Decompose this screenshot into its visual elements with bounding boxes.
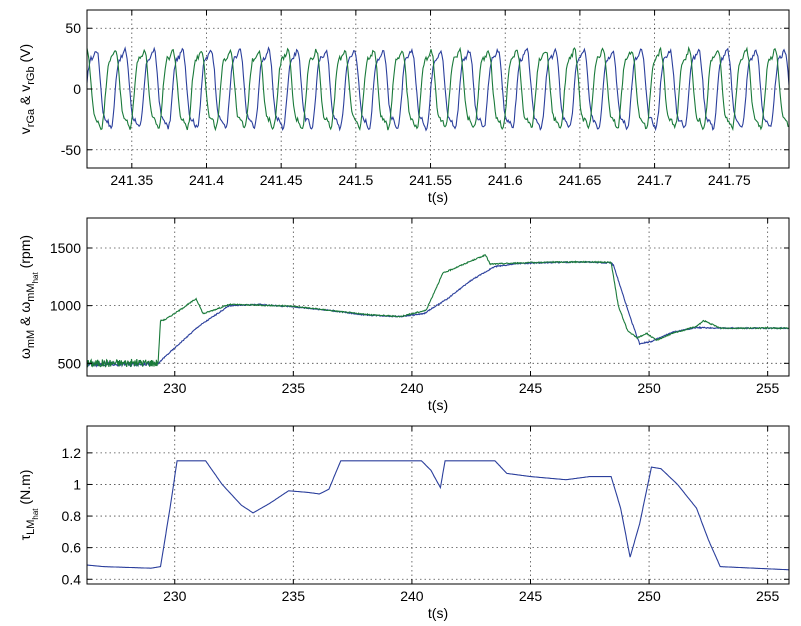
y-tick-label: 1.2 (62, 445, 82, 461)
panel-3: 230 235 240 245 250 255 0.4 0.6 0.8 1 1.2 t(s) τLMha… (17, 425, 790, 621)
y-tick-label: 0.6 (62, 540, 82, 556)
x-tick-label: 241.45 (260, 172, 303, 188)
x-tick-label: 250 (637, 380, 661, 396)
y-tick-label: 0.4 (62, 571, 82, 587)
y-tick-label: -50 (61, 142, 81, 158)
series-line-1 (87, 460, 789, 571)
x-tick-label: 241.4 (189, 172, 224, 188)
x-tick-label: 241.65 (558, 172, 601, 188)
y-axis-label: vrGa & vrGb (V) (17, 44, 37, 134)
x-tick-label: 240 (400, 380, 424, 396)
y-tick-label: 1500 (50, 240, 81, 256)
panel-1: 241.35 241.4 241.45 241.5 241.55 241.6 241.65 2… (17, 9, 790, 205)
y-tick-label: 500 (58, 355, 82, 371)
x-tick-label: 235 (282, 380, 306, 396)
x-tick-label: 240 (400, 588, 424, 604)
x-tick-label: 245 (519, 588, 543, 604)
x-tick-label: 255 (756, 380, 780, 396)
series-line-2 (87, 45, 789, 132)
x-tick-label: 255 (756, 588, 780, 604)
x-axis-label: t(s) (428, 605, 448, 621)
x-tick-label: 241.5 (338, 172, 373, 188)
series-line-2 (87, 254, 789, 368)
x-tick-label: 241.75 (708, 172, 751, 188)
x-tick-label: 241.55 (409, 172, 452, 188)
series-line-1 (87, 260, 789, 368)
y-axis-label: τLMhat (N.m) (17, 470, 40, 541)
x-tick-label: 230 (163, 380, 187, 396)
y-tick-label: 50 (65, 20, 81, 36)
y-axis-label: ωmM & ωmMhat (rpm) (17, 235, 40, 359)
plot-frame (86, 217, 790, 377)
y-tick-label: 0 (73, 81, 81, 97)
x-axis-label: t(s) (428, 397, 448, 413)
x-tick-label: 241.35 (110, 172, 153, 188)
y-tick-label: 0.8 (62, 508, 82, 524)
x-tick-label: 245 (519, 380, 543, 396)
y-tick-label: 1000 (50, 298, 81, 314)
y-tick-label: 1 (73, 476, 81, 492)
x-tick-label: 241.6 (488, 172, 523, 188)
plot-frame (86, 425, 790, 585)
panel-2: 230 235 240 245 250 255 500 1000 1500 t(s) ωmM & ω… (17, 217, 790, 413)
x-tick-label: 250 (637, 588, 661, 604)
x-tick-label: 241.7 (637, 172, 672, 188)
x-axis-label: t(s) (428, 189, 448, 205)
x-tick-label: 230 (163, 588, 187, 604)
x-tick-label: 235 (282, 588, 306, 604)
